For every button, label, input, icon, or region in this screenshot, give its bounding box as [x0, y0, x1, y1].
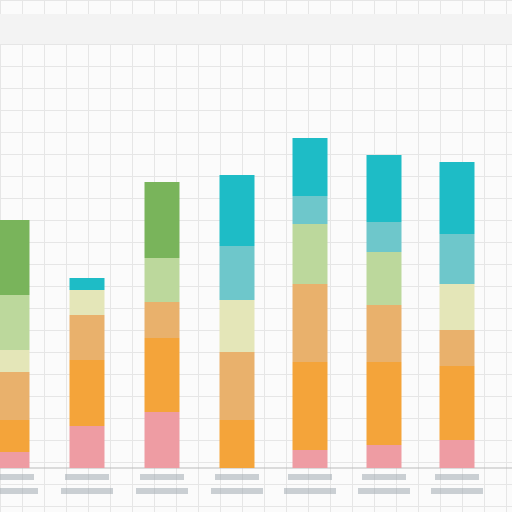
bar-segment	[292, 138, 328, 196]
bar-segment	[292, 284, 328, 362]
bar-segment	[219, 175, 255, 246]
category-label-blur	[284, 488, 336, 494]
category-label-blur	[215, 474, 259, 480]
bar-segment	[219, 246, 255, 300]
category-label-blur	[435, 474, 479, 480]
bar-segment	[219, 300, 255, 352]
category-label-blur	[140, 474, 184, 480]
category-label-blur	[358, 488, 410, 494]
bar-segment	[0, 350, 30, 372]
bar-segment	[69, 426, 105, 468]
bar-segment	[366, 222, 402, 252]
bar-segment	[292, 450, 328, 468]
bar-segment	[144, 182, 180, 258]
bar-segment	[366, 362, 402, 445]
category-label-blur	[362, 474, 406, 480]
bar-segment	[0, 420, 30, 452]
bar-segment	[0, 220, 30, 295]
category-label-blur	[0, 488, 38, 494]
category-label-blur	[211, 488, 263, 494]
category-label-blur	[431, 488, 483, 494]
bar-segment	[144, 412, 180, 468]
bar-segment	[219, 420, 255, 468]
bar-segment	[69, 290, 105, 315]
category-label-blur	[0, 474, 34, 480]
category-label-blur	[61, 488, 113, 494]
bar-segment	[0, 452, 30, 468]
category-label-blur	[65, 474, 109, 480]
bar-segment	[439, 284, 475, 330]
bar-segment	[292, 362, 328, 450]
bar-segment	[0, 372, 30, 420]
bar-segment	[144, 258, 180, 302]
bar-segment	[69, 360, 105, 426]
bar-segment	[439, 234, 475, 284]
bar-segment	[0, 295, 30, 350]
bar-segment	[292, 196, 328, 224]
bar-segment	[366, 445, 402, 468]
bar-segment	[144, 302, 180, 338]
bar-segment	[69, 315, 105, 360]
bar-segment	[144, 338, 180, 412]
bar-segment	[366, 252, 402, 305]
header-strip	[0, 14, 512, 44]
bar-segment	[439, 440, 475, 468]
bar-segment	[219, 352, 255, 420]
bar-segment	[366, 155, 402, 222]
bar-segment	[439, 366, 475, 440]
bar-segment	[292, 224, 328, 284]
bar-segment	[366, 305, 402, 362]
bar-segment	[439, 162, 475, 234]
bar-segment	[439, 330, 475, 366]
bar-segment	[69, 278, 105, 290]
category-label-blur	[288, 474, 332, 480]
category-label-blur	[136, 488, 188, 494]
